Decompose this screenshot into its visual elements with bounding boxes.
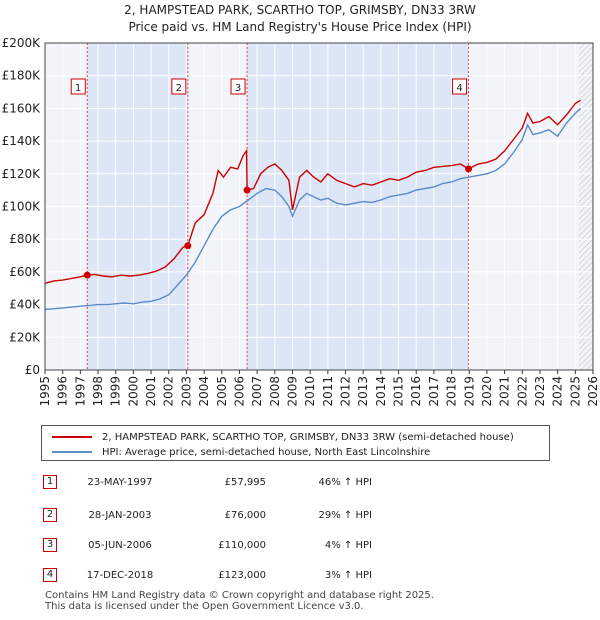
- x-tick-label: 2013: [356, 376, 370, 407]
- y-tick-label: £120K: [2, 167, 42, 181]
- chart-subtitle: Price paid vs. HM Land Registry's House …: [128, 20, 471, 34]
- y-tick-label: £80K: [9, 232, 41, 246]
- sale-label-box: [70, 78, 86, 95]
- footer-licence: This data is licensed under the Open Gov…: [45, 601, 364, 612]
- sale-row: 4 17-DEC-2018 £123,000 3% ↑ HPI: [0, 566, 600, 586]
- x-tick-label: 2020: [480, 376, 494, 407]
- y-tick-label: £140K: [2, 134, 42, 148]
- y-tick-label: £100K: [2, 200, 42, 214]
- x-tick-label: 1996: [56, 376, 70, 407]
- x-tick-label: 2016: [409, 376, 423, 407]
- sale-label-number: 4: [456, 83, 462, 94]
- sale-label-box: [452, 78, 468, 95]
- footer: Contains HM Land Registry data © Crown c…: [45, 590, 434, 612]
- sale-hpi-change: 4% ↑ HPI: [324, 540, 372, 551]
- x-tick-label: 2021: [498, 376, 512, 407]
- sale-date: 05-JUN-2006: [88, 540, 152, 551]
- sale-row: 1 23-MAY-1997 £57,995 46% ↑ HPI: [0, 473, 600, 493]
- legend-item-hpi: HPI: Average price, semi-detached house,…: [52, 444, 430, 460]
- sale-label-box: [171, 78, 187, 95]
- sale-label-number: 1: [75, 83, 81, 94]
- sale-hpi-change: 3% ↑ HPI: [324, 570, 372, 581]
- sale-price: £123,000: [218, 570, 266, 581]
- x-tick-label: 2003: [179, 376, 193, 407]
- x-tick-label: 1995: [38, 376, 52, 407]
- x-tick-label: 2007: [250, 376, 264, 407]
- x-tick-label: 2005: [215, 376, 229, 407]
- sale-point: [83, 271, 91, 279]
- x-tick-label: 2010: [303, 376, 317, 407]
- sale-date: 17-DEC-2018: [86, 570, 154, 581]
- x-tick-label: 2006: [232, 376, 246, 407]
- x-tick-label: 1998: [91, 376, 105, 407]
- chart-title: 2, HAMPSTEAD PARK, SCARTHO TOP, GRIMSBY,…: [124, 3, 476, 17]
- y-tick-label: £160K: [2, 101, 42, 115]
- x-tick-label: 2002: [162, 376, 176, 407]
- x-tick-label: 1997: [73, 376, 87, 407]
- sale-row: 2 28-JAN-2003 £76,000 29% ↑ HPI: [0, 506, 600, 526]
- sale-hpi-change: 46% ↑ HPI: [318, 477, 372, 488]
- legend-item-property: 2, HAMPSTEAD PARK, SCARTHO TOP, GRIMSBY,…: [52, 429, 514, 445]
- x-tick-label: 2018: [445, 376, 459, 407]
- series-line-hpi: [44, 107, 582, 311]
- x-tick-label: 2025: [568, 376, 582, 407]
- x-tick-label: 2019: [462, 376, 476, 407]
- sale-date: 23-MAY-1997: [87, 477, 153, 488]
- sale-label-number: 3: [235, 83, 241, 94]
- x-tick-label: 2014: [374, 376, 388, 407]
- y-tick-label: £0: [25, 363, 40, 377]
- sale-row: 3 05-JUN-2006 £110,000 4% ↑ HPI: [0, 536, 600, 556]
- x-tick-label: 2001: [144, 376, 158, 407]
- sale-price: £110,000: [218, 540, 266, 551]
- series-line-property: [44, 99, 581, 284]
- y-tick-label: £180K: [2, 69, 42, 83]
- x-tick-label: 2026: [586, 376, 600, 407]
- sale-badge: 3: [43, 538, 57, 552]
- sale-date: 28-JAN-2003: [88, 510, 152, 521]
- sale-label-number: 2: [176, 83, 182, 94]
- price-chart: 2, HAMPSTEAD PARK, SCARTHO TOP, GRIMSBY,…: [2, 3, 600, 407]
- x-tick-label: 2004: [197, 376, 211, 407]
- sale-price: £57,995: [224, 477, 266, 488]
- x-tick-label: 1999: [109, 376, 123, 407]
- sale-badge: 2: [43, 508, 57, 522]
- x-tick-label: 2015: [392, 376, 406, 407]
- sale-point: [465, 165, 473, 173]
- legend-swatch-blue: [52, 451, 92, 453]
- x-tick-label: 2009: [285, 376, 299, 407]
- legend-label-hpi: HPI: Average price, semi-detached house,…: [102, 446, 431, 458]
- x-tick-label: 2024: [551, 376, 565, 407]
- y-tick-label: £60K: [9, 265, 41, 279]
- sale-point: [243, 186, 251, 194]
- y-tick-label: £200K: [2, 36, 42, 50]
- x-tick-label: 2011: [321, 376, 335, 407]
- legend-swatch-red: [52, 436, 92, 438]
- y-tick-label: £20K: [9, 330, 41, 344]
- footer-copyright: Contains HM Land Registry data © Crown c…: [45, 590, 434, 601]
- sale-point: [184, 242, 192, 250]
- x-tick-label: 2012: [339, 376, 353, 407]
- x-tick-label: 2022: [515, 376, 529, 407]
- sale-hpi-change: 29% ↑ HPI: [318, 510, 372, 521]
- x-tick-label: 2017: [427, 376, 441, 407]
- legend-label-property: 2, HAMPSTEAD PARK, SCARTHO TOP, GRIMSBY,…: [102, 431, 514, 443]
- sale-badge: 4: [43, 568, 57, 582]
- y-tick-label: £40K: [9, 298, 41, 312]
- x-tick-label: 2000: [126, 376, 140, 407]
- x-tick-label: 2023: [533, 376, 547, 407]
- sale-badge: 1: [43, 475, 57, 489]
- sale-label-box: [230, 78, 246, 95]
- sale-price: £76,000: [224, 510, 266, 521]
- x-tick-label: 2008: [268, 376, 282, 407]
- plot-frame: [44, 42, 594, 371]
- chart-legend: 2, HAMPSTEAD PARK, SCARTHO TOP, GRIMSBY,…: [41, 425, 550, 461]
